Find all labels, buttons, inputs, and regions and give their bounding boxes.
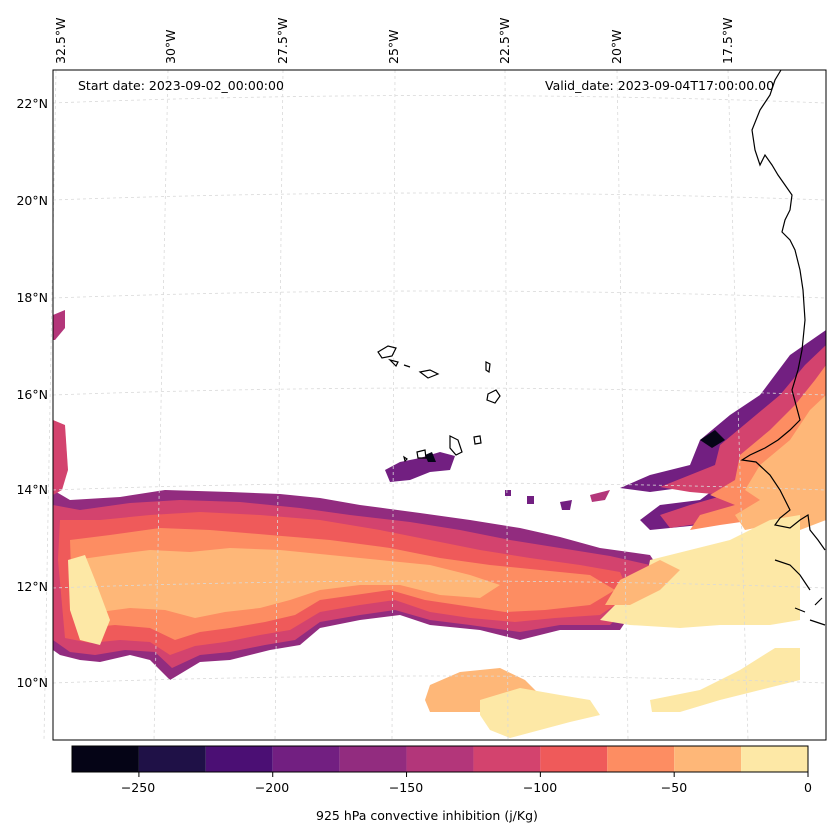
lon-label: 30°W: [163, 29, 178, 64]
coastlines: [377, 69, 826, 626]
colorbar-segment: [272, 746, 340, 772]
lat-label: 12°N: [16, 579, 48, 594]
island-santiago: [449, 435, 463, 456]
colorbar-tick-label: 0: [804, 780, 812, 795]
start-date-label: Start date: 2023-09-02_00:00:00: [78, 78, 284, 93]
colorbar-label: 925 hPa convective inhibition (j/Kg): [316, 808, 538, 823]
lon-label: 17.5°W: [720, 17, 735, 64]
contour-east-dark: [700, 430, 725, 448]
contour-speck-3: [560, 500, 572, 510]
map-frame: [52, 69, 827, 741]
contour-south-patch-yellow: [480, 688, 600, 738]
island-fogo: [416, 449, 427, 459]
colorbar-segment: [741, 746, 808, 772]
contour-speck-1: [505, 490, 511, 496]
coast-bits: [774, 559, 826, 626]
contour-east-yellow-2: [605, 560, 680, 605]
colorbar-segment: [205, 746, 273, 772]
contour-east-light-orange: [735, 395, 826, 530]
contour-island-blob: [385, 452, 455, 482]
colorbar-frame: [71, 745, 809, 773]
island-maio: [473, 435, 482, 445]
lat-label: 16°N: [16, 387, 48, 402]
cin-contours: [53, 310, 826, 738]
lon-label: 32.5°W: [53, 17, 68, 64]
island-sao-vicente: [388, 358, 399, 368]
contour-speck-4: [590, 490, 610, 502]
colorbar-segment: [339, 746, 407, 772]
lat-label: 14°N: [16, 482, 48, 497]
island-santa-luzia: [403, 364, 411, 368]
contour-speck-2: [527, 496, 534, 504]
lon-label: 25°W: [386, 29, 401, 64]
island-brava: [403, 455, 408, 463]
colorbar-segment: [473, 746, 541, 772]
africa-coast: [740, 69, 826, 551]
graticule: [43, 69, 827, 741]
colorbar-tick-label: −100: [522, 780, 558, 795]
island-santo-antao: [377, 345, 397, 359]
lat-label: 10°N: [16, 675, 48, 690]
colorbar-segment: [540, 746, 608, 772]
contour-west-speck: [53, 310, 65, 340]
lat-label: 18°N: [16, 290, 48, 305]
lat-label: 20°N: [16, 193, 48, 208]
colorbar-segment: [607, 746, 675, 772]
lat-label: 22°N: [16, 96, 48, 111]
colorbar-segment: [138, 746, 206, 772]
island-sao-nicolau: [418, 369, 440, 379]
colorbar-segment: [72, 746, 139, 772]
colorbar-segment: [674, 746, 742, 772]
lon-label: 22.5°W: [497, 17, 512, 64]
colorbar-tick-label: −200: [254, 780, 290, 795]
island-sal: [485, 361, 491, 374]
colorbar-tick-label: −150: [388, 780, 424, 795]
contour-band-light-orange: [75, 548, 500, 618]
contour-band-west-yellow: [68, 555, 110, 645]
island-boa-vista: [486, 389, 501, 404]
contour-west-strip: [53, 420, 68, 495]
contour-island-dark: [425, 452, 436, 462]
colorbar-segment: [406, 746, 474, 772]
colorbar: [71, 745, 809, 777]
lon-label: 20°W: [609, 29, 624, 64]
contour-east-yellow: [600, 515, 800, 628]
lon-label: 27.5°W: [275, 17, 290, 64]
valid-date-label: Valid_date: 2023-09-04T17:00:00.00: [545, 78, 775, 93]
colorbar-tick-label: −50: [660, 780, 688, 795]
colorbar-tick-label: −250: [120, 780, 156, 795]
